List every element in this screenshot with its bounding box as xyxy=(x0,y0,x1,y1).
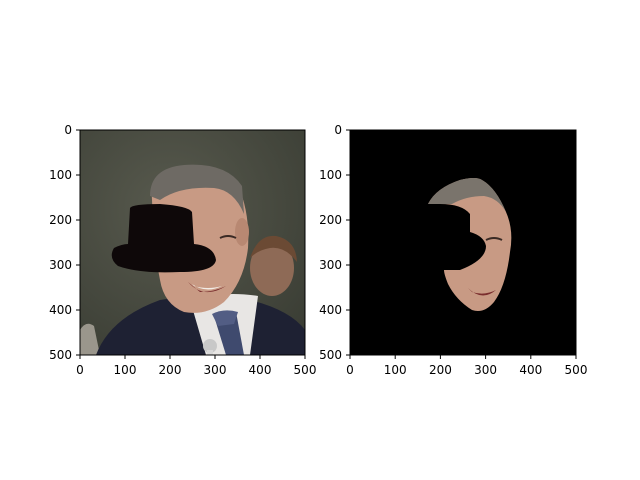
right-image-panel xyxy=(350,130,576,355)
left-y-tick-label: 200 xyxy=(49,213,72,227)
left-x-tick-label: 0 xyxy=(76,363,84,377)
right-y-tick-label: 200 xyxy=(319,213,342,227)
right-y-tick-label: 0 xyxy=(334,123,342,137)
right-y-tick-label: 500 xyxy=(319,348,342,362)
left-y-tick-label: 100 xyxy=(49,168,72,182)
left-y-tick-label: 300 xyxy=(49,258,72,272)
right-x-tick-label: 400 xyxy=(519,363,542,377)
right-x-tick-label: 300 xyxy=(474,363,497,377)
mask-background xyxy=(350,130,576,355)
ear xyxy=(235,218,249,246)
left-y-tick-label: 500 xyxy=(49,348,72,362)
right-x-tick-label: 200 xyxy=(429,363,452,377)
left-x-tick-label: 200 xyxy=(159,363,182,377)
right-y-tick-label: 300 xyxy=(319,258,342,272)
left-x-tick-label: 100 xyxy=(114,363,137,377)
right-x-tick-label: 0 xyxy=(346,363,354,377)
right-y-tick-label: 400 xyxy=(319,303,342,317)
left-x-tick-label: 300 xyxy=(204,363,227,377)
right-x-tick-label: 100 xyxy=(384,363,407,377)
left-image-panel xyxy=(80,130,305,355)
left-x-tick-label: 500 xyxy=(294,363,317,377)
left-y-tick-label: 0 xyxy=(64,123,72,137)
left-x-tick-label: 400 xyxy=(249,363,272,377)
right-y-tick-label: 100 xyxy=(319,168,342,182)
left-y-tick-label: 400 xyxy=(49,303,72,317)
right-x-tick-label: 500 xyxy=(565,363,588,377)
microphone-stand xyxy=(207,350,213,355)
